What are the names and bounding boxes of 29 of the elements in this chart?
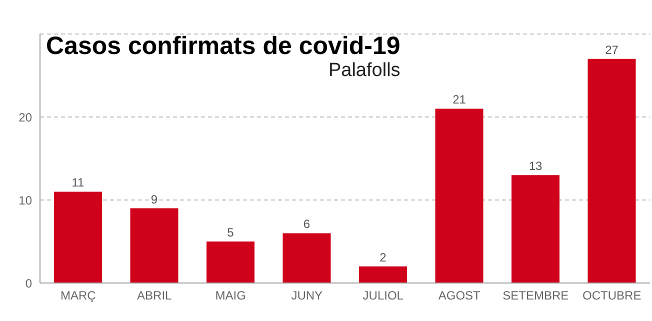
x-tick-label: ABRIL [137,288,172,303]
data-label: 11 [72,176,85,190]
bar [206,242,254,283]
y-tick-label: 0 [25,276,32,290]
data-label: 5 [227,226,234,240]
data-label: 21 [452,92,466,107]
bar [54,192,102,283]
bar [435,108,484,283]
chart-title: Casos confirmats de covid-19 [46,32,400,60]
bar [282,233,331,283]
x-tick-label: OCTUBRE [582,288,642,303]
data-label: 2 [380,250,387,264]
x-tick-label: MAIG [215,288,246,303]
x-tick-label: MARÇ [60,288,96,303]
data-label: 13 [528,159,542,174]
y-tick-label: 20 [18,110,32,124]
text: Palafolls [327,60,400,81]
data-label: 27 [605,42,619,57]
bar [130,208,178,283]
y-tick-label: 10 [18,193,32,208]
bar [512,175,560,283]
bar [588,58,636,283]
x-tick-label: AGOST [438,288,482,303]
data-label: 6 [303,217,310,232]
data-label: 9 [150,192,158,206]
bar [359,266,407,283]
x-tick-label: JUNY [291,288,323,303]
x-tick-label: JULIOL [362,288,404,303]
x-tick-label: SETEMBRE [502,288,569,303]
